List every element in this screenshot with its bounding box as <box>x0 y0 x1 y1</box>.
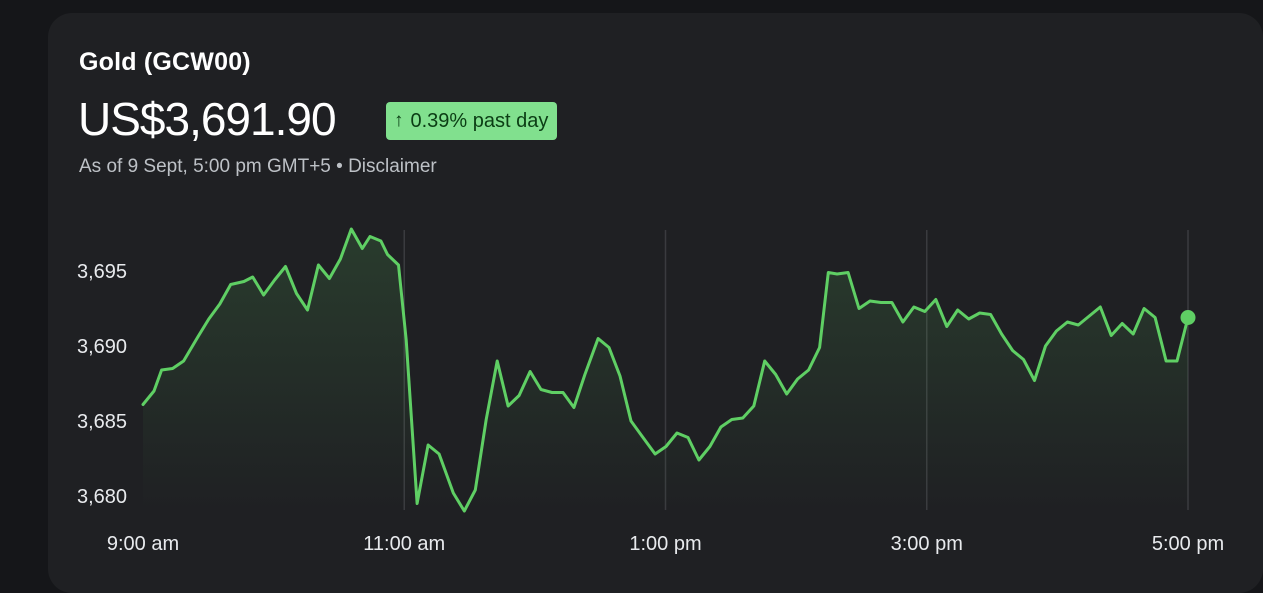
x-tick-label: 9:00 am <box>107 533 179 555</box>
y-tick-label: 3,685 <box>77 411 127 433</box>
current-price: US$3,691.90 <box>78 93 337 145</box>
x-tick-label: 3:00 pm <box>891 533 963 555</box>
x-tick-label: 1:00 pm <box>629 533 701 555</box>
y-tick-label: 3,690 <box>77 336 127 358</box>
y-tick-label: 3,680 <box>77 486 127 508</box>
price-line <box>141 227 1190 513</box>
as-of-text[interactable]: As of 9 Sept, 5:00 pm GMT+5 • Disclaimer <box>79 156 437 177</box>
price-area-fill <box>143 229 1188 511</box>
price-chart[interactable]: 3,695 3,690 3,685 3,680 9:00 am 11:00 am 1:00… <box>0 0 1263 569</box>
arrow-up-icon: ↑ <box>394 110 404 131</box>
y-axis-labels: 3,695 3,690 3,685 3,680 <box>77 261 127 508</box>
change-badge: ↑ 0.39% past day <box>386 102 558 140</box>
y-tick-label: 3,695 <box>77 261 127 283</box>
x-tick-label: 11:00 am <box>363 533 445 555</box>
change-text: 0.39% past day <box>410 110 549 132</box>
x-axis-labels: 9:00 am 11:00 am 1:00 pm 3:00 pm 5:00 pm <box>107 533 1224 555</box>
last-price-marker <box>1180 310 1196 325</box>
x-tick-label: 5:00 pm <box>1152 533 1224 555</box>
instrument-title: Gold (GCW00) <box>79 48 251 76</box>
